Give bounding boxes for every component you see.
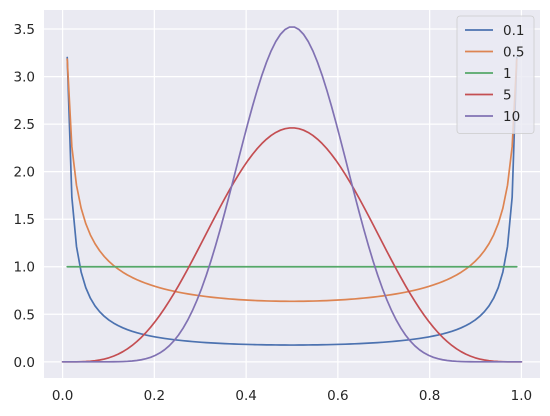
y-tick-label: 0.5 <box>14 307 35 323</box>
legend-label: 0.1 <box>503 23 524 39</box>
series-line-0.1 <box>66 56 518 346</box>
y-tick-label: 0.0 <box>14 355 35 371</box>
y-tick-label: 2.5 <box>14 117 35 133</box>
x-tick-label: 0.2 <box>144 388 165 404</box>
legend-label: 1 <box>503 66 512 82</box>
x-tick-label: 1.0 <box>511 388 532 404</box>
legend-label: 5 <box>503 88 512 104</box>
y-tick-label: 2.0 <box>14 165 35 181</box>
x-tick-label: 0.0 <box>52 388 73 404</box>
y-tick-labels: 0.0 0.5 1.0 1.5 2.0 2.5 3.0 3.5 <box>14 22 35 371</box>
x-tick-label: 0.4 <box>235 388 256 404</box>
x-tick-label: 0.6 <box>327 388 348 404</box>
x-tick-label: 0.8 <box>419 388 440 404</box>
series-lines <box>61 26 523 363</box>
legend-label: 0.5 <box>503 45 524 61</box>
y-tick-label: 3.0 <box>14 70 35 86</box>
y-tick-label: 3.5 <box>14 22 35 38</box>
legend: 0.1 0.5 1 5 10 <box>456 15 535 134</box>
y-tick-label: 1.0 <box>14 260 35 276</box>
series-line-0.5 <box>66 58 518 303</box>
x-tick-labels: 0.0 0.2 0.4 0.6 0.8 1.0 <box>52 388 532 404</box>
y-tick-label: 1.5 <box>14 212 35 228</box>
legend-box <box>456 15 535 134</box>
legend-label: 10 <box>503 109 520 125</box>
series-line-5 <box>61 127 523 363</box>
series-line-10 <box>61 26 523 363</box>
